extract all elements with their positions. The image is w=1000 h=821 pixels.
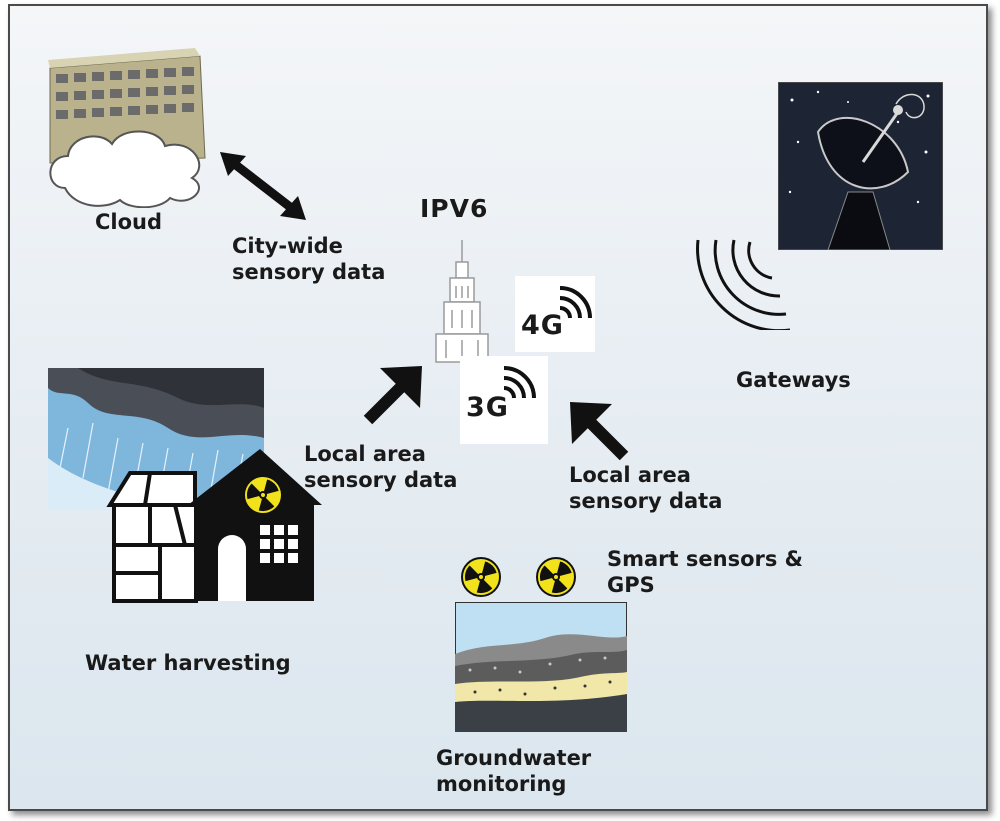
network-3g-badge (460, 356, 548, 444)
local-area-right-line2: sensory data (569, 489, 723, 513)
bidirectional-arrow (220, 152, 306, 220)
arrow-up-right (363, 366, 422, 425)
radiation-sensor-icon-house (243, 475, 283, 515)
network-3g-label: 3G (466, 392, 509, 423)
skyscraper-icon (435, 240, 489, 363)
cloud-datacenter-illustration (48, 48, 206, 208)
arrow-up-left (570, 402, 629, 461)
groundwater-label-line2: monitoring (436, 772, 567, 796)
water-harvesting-label: Water harvesting (85, 651, 291, 675)
network-4g-label: 4G (521, 310, 564, 341)
smart-sensors-line2: GPS (607, 573, 655, 597)
radiation-sensor-icon-2 (536, 557, 576, 597)
signal-4g-icon (559, 286, 592, 318)
gateways-label: Gateways (736, 368, 851, 392)
house-illustration (106, 449, 322, 603)
groundwater-label-line1: Groundwater (436, 746, 592, 770)
groundwater-cross-section (455, 602, 627, 732)
smart-sensors-line1: Smart sensors & (607, 547, 803, 571)
satellite-dish-illustration (778, 82, 943, 250)
radiation-sensor-icon-1 (461, 557, 501, 597)
local-area-left-line2: sensory data (304, 468, 458, 492)
local-area-left-line1: Local area (304, 442, 426, 466)
city-wide-label-line2: sensory data (232, 260, 386, 284)
wireless-waves-icon (696, 239, 790, 330)
ipv6-label: IPV6 (420, 194, 489, 223)
signal-3g-icon (503, 366, 536, 398)
cloud-label: Cloud (95, 210, 163, 234)
local-area-right-line1: Local area (569, 463, 691, 487)
city-wide-label-line1: City-wide (232, 234, 343, 258)
